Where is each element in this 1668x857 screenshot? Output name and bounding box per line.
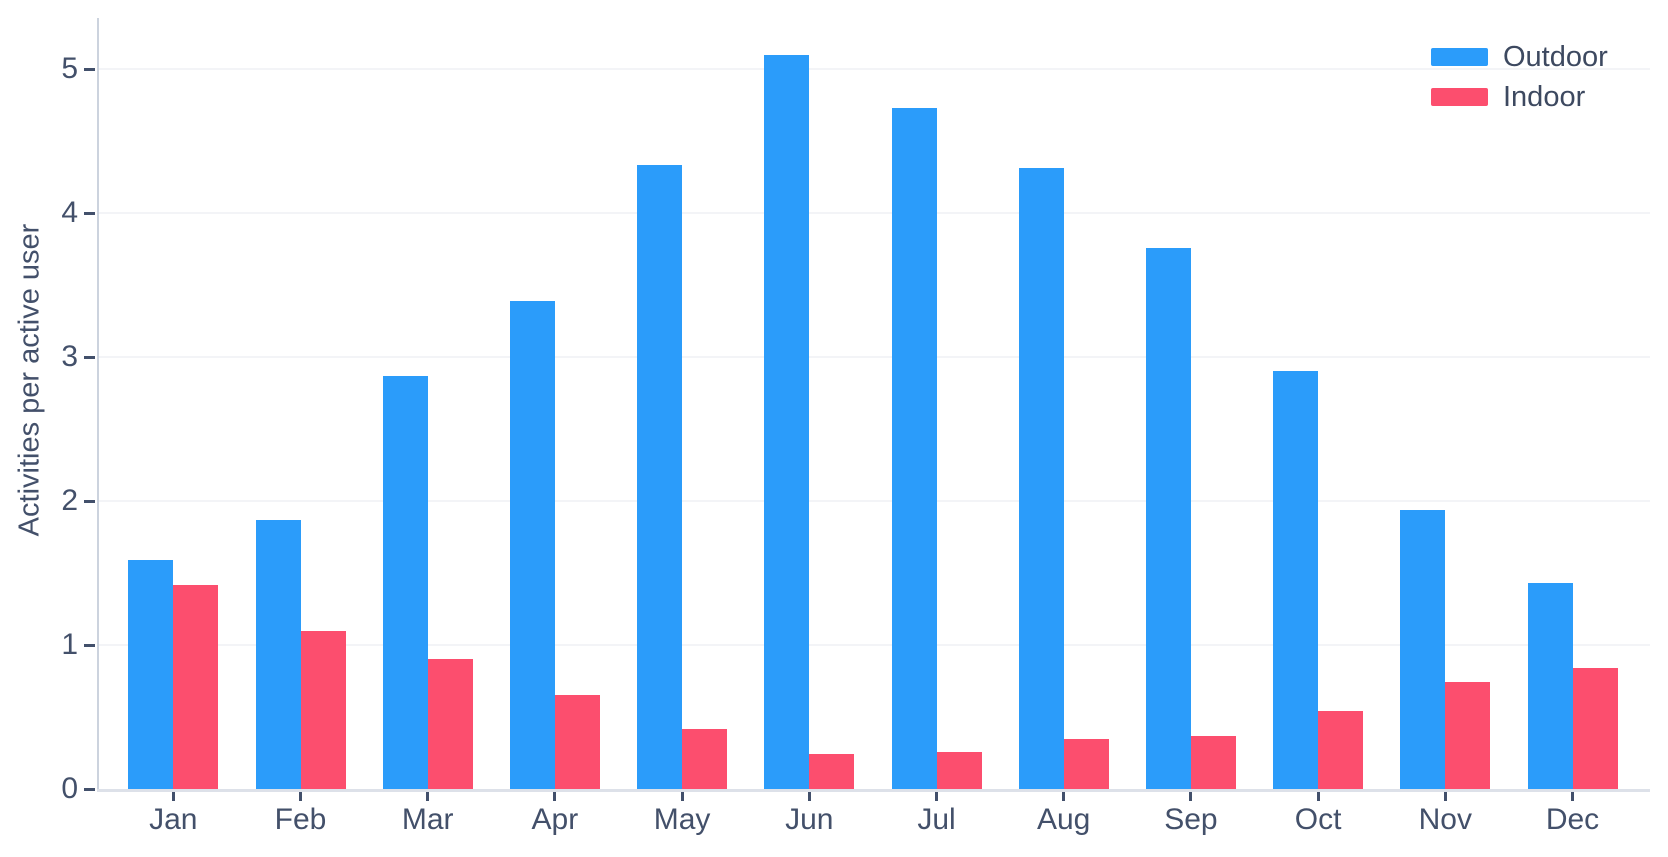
- y-tick-label-4: 4: [61, 196, 78, 229]
- y-tick-label-1: 1: [61, 628, 78, 661]
- legend-label-indoor: Indoor: [1503, 80, 1586, 113]
- bar-indoor-nov: [1445, 682, 1490, 789]
- y-tick-label-5: 5: [61, 52, 78, 85]
- y-tick-label-3: 3: [61, 340, 78, 373]
- x-tick-mark-oct: [1316, 792, 1320, 801]
- bar-indoor-aug: [1064, 739, 1109, 789]
- bar-outdoor-jun: [764, 55, 809, 789]
- x-tick-mark-dec: [1571, 792, 1574, 801]
- y-tick-mark-5: [84, 67, 95, 71]
- x-tick-mark-jul: [935, 792, 938, 801]
- gridline-3: [97, 356, 1650, 358]
- bar-indoor-jul: [937, 752, 982, 789]
- gridline-4: [97, 212, 1650, 214]
- x-tick-label-may: May: [653, 803, 711, 836]
- y-tick-mark-1: [84, 643, 95, 647]
- y-tick-mark-2: [84, 499, 95, 503]
- legend-item-outdoor: Outdoor: [1431, 37, 1608, 77]
- legend-label-outdoor: Outdoor: [1503, 40, 1608, 73]
- bar-outdoor-jul: [892, 108, 937, 789]
- bar-outdoor-aug: [1019, 168, 1064, 789]
- bar-outdoor-may: [637, 165, 682, 789]
- x-tick-label-nov: Nov: [1418, 803, 1472, 836]
- x-tick-label-aug: Aug: [1036, 803, 1091, 836]
- y-axis-line: [97, 18, 99, 791]
- x-tick-label-sep: Sep: [1164, 803, 1218, 836]
- legend-item-indoor: Indoor: [1431, 77, 1608, 117]
- gridline-2: [97, 500, 1650, 502]
- x-tick-mark-mar: [426, 792, 430, 801]
- x-tick-label-jul: Jul: [917, 803, 956, 836]
- bar-indoor-apr: [555, 695, 600, 789]
- bar-outdoor-dec: [1528, 583, 1573, 789]
- bar-outdoor-feb: [256, 520, 301, 789]
- x-tick-mark-apr: [553, 792, 557, 801]
- bar-outdoor-mar: [383, 376, 428, 789]
- x-tick-label-oct: Oct: [1294, 803, 1342, 836]
- bar-outdoor-apr: [510, 301, 555, 789]
- x-tick-label-jan: Jan: [149, 803, 198, 836]
- x-tick-mark-feb: [299, 792, 302, 801]
- x-tick-mark-nov: [1443, 792, 1447, 801]
- y-tick-mark-4: [84, 211, 95, 215]
- y-tick-mark-3: [84, 355, 95, 359]
- bar-indoor-feb: [301, 631, 346, 789]
- bar-indoor-sep: [1191, 736, 1236, 789]
- bar-outdoor-jan: [128, 560, 173, 789]
- bar-indoor-may: [682, 729, 727, 789]
- x-tick-label-mar: Mar: [401, 803, 454, 836]
- bar-indoor-jan: [173, 585, 218, 789]
- bar-outdoor-nov: [1400, 510, 1445, 789]
- legend-swatch-outdoor: [1431, 48, 1488, 66]
- x-tick-mark-jan: [171, 792, 175, 801]
- bar-indoor-mar: [428, 659, 473, 789]
- gridline-1: [97, 644, 1650, 646]
- x-axis-line: [97, 789, 1650, 792]
- x-tick-mark-may: [680, 792, 684, 801]
- bar-indoor-dec: [1573, 668, 1618, 789]
- x-tick-label-feb: Feb: [274, 803, 327, 836]
- bar-indoor-oct: [1318, 711, 1363, 789]
- bar-indoor-jun: [809, 754, 854, 789]
- x-tick-mark-jun: [807, 792, 811, 801]
- legend-swatch-indoor: [1431, 88, 1488, 106]
- x-tick-label-jun: Jun: [785, 803, 834, 836]
- x-tick-mark-aug: [1062, 792, 1066, 801]
- x-tick-label-dec: Dec: [1545, 803, 1600, 836]
- y-tick-mark-0: [84, 787, 95, 791]
- y-tick-label-2: 2: [61, 484, 78, 517]
- gridline-5: [97, 68, 1650, 70]
- y-tick-label-0: 0: [61, 772, 78, 805]
- legend: Outdoor Indoor: [1431, 37, 1608, 117]
- bar-outdoor-sep: [1146, 248, 1191, 789]
- x-tick-label-apr: Apr: [531, 803, 579, 836]
- x-tick-mark-sep: [1189, 792, 1193, 801]
- bar-outdoor-oct: [1273, 371, 1318, 789]
